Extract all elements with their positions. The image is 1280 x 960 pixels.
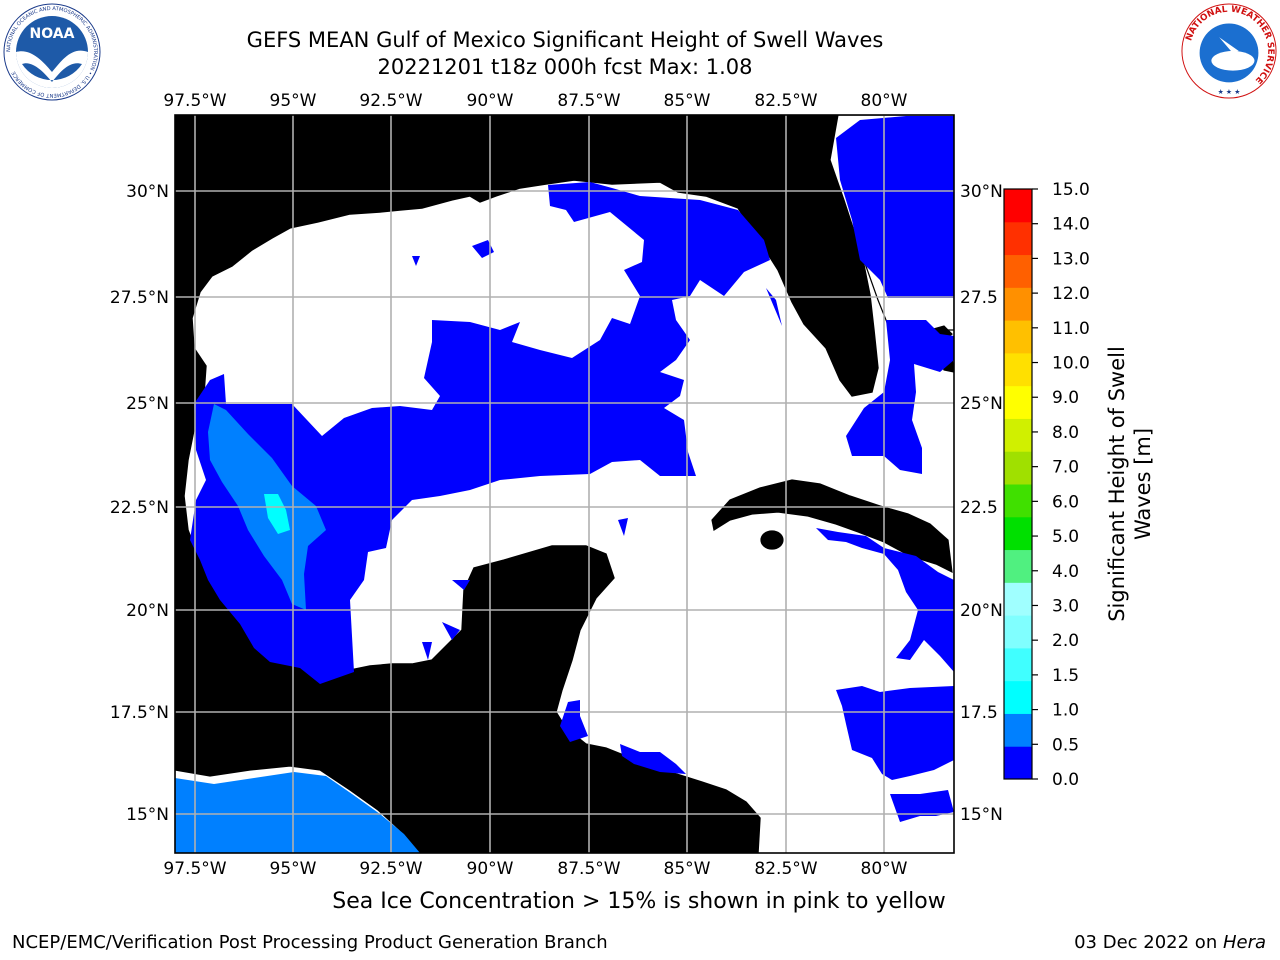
lat-label: 22.5°N — [110, 498, 169, 518]
lon-label: 87.5°W — [557, 91, 620, 111]
lat-label: 30°N — [126, 182, 169, 202]
colorbar-tick-label: 1.0 — [1052, 701, 1079, 721]
colorbar-swatch — [1004, 451, 1032, 485]
colorbar-tick-label: 13.0 — [1052, 249, 1090, 269]
colorbar-tick-label: 0.5 — [1052, 735, 1079, 755]
swell-0-0p5 — [190, 116, 954, 822]
colorbar-tick-label: 10.0 — [1052, 354, 1090, 374]
lat-label: 30°N — [960, 182, 1003, 202]
lon-label: 80°W — [861, 91, 908, 111]
land-cuba — [711, 479, 953, 574]
chart-subtitle: 20221201 t18z 000h fcst Max: 1.08 — [377, 55, 753, 79]
lon-label: 90°W — [467, 91, 514, 111]
lat-label: 25°N — [960, 394, 1003, 414]
colorbar-swatch — [1004, 549, 1032, 583]
colorbar-swatch — [1004, 615, 1032, 649]
lat-label: 22.5 — [960, 498, 998, 518]
lon-label: 95°W — [270, 91, 317, 111]
colorbar-tick-label: 8.0 — [1052, 423, 1079, 443]
colorbar — [1004, 189, 1032, 780]
lat-label: 15°N — [960, 805, 1003, 825]
footer-date-text: 03 Dec 2022 on — [1074, 932, 1223, 953]
colorbar-swatch — [1004, 320, 1032, 354]
colorbar-swatch — [1004, 516, 1032, 551]
noaa-logo: NATIONAL OCEANIC AND ATMOSPHERIC ADMINIS… — [3, 3, 101, 101]
lon-label: 92.5°W — [359, 859, 422, 879]
lat-labels-right: 30°N 27.5 25°N 22.5 20°N 17.5 15°N — [960, 182, 1003, 825]
lon-label: 82.5°W — [754, 91, 817, 111]
lat-label: 20°N — [960, 601, 1003, 621]
colorbar-swatch — [1004, 746, 1032, 780]
chart-title: GEFS MEAN Gulf of Mexico Significant Hei… — [246, 28, 884, 52]
colorbar-swatch — [1004, 221, 1032, 256]
colorbar-swatch — [1004, 680, 1032, 714]
colorbar-ticks: 0.0 0.5 1.0 1.5 2.0 3.0 4.0 5.0 6.0 7.0 8.0 9.0 10.0… — [1032, 180, 1090, 790]
colorbar-label: Significant Height of Swell Waves [m] — [1105, 346, 1155, 622]
colorbar-tick-label: 9.0 — [1052, 388, 1079, 408]
lon-label: 97.5°W — [163, 91, 226, 111]
colorbar-swatch — [1004, 287, 1032, 321]
map-gridlines — [175, 115, 954, 853]
colorbar-tick-label: 0.0 — [1052, 770, 1079, 790]
svg-text:★ ★ ★: ★ ★ ★ — [1218, 88, 1241, 96]
lat-label: 27.5 — [960, 288, 998, 308]
colorbar-tick-label: 15.0 — [1052, 180, 1090, 200]
colorbar-swatch — [1004, 713, 1032, 747]
lon-label: 87.5°W — [557, 859, 620, 879]
colorbar-tick-label: 11.0 — [1052, 319, 1090, 339]
colorbar-tick-label: 7.0 — [1052, 458, 1079, 478]
sea-ice-note: Sea Ice Concentration > 15% is shown in … — [0, 889, 1280, 914]
sea-ice-note-text: Sea Ice Concentration > 15% is shown in … — [332, 889, 946, 914]
nws-logo: NATIONAL WEATHER SERVICE ★ ★ ★ — [1181, 3, 1277, 99]
colorbar-swatch — [1004, 189, 1032, 223]
lon-label: 82.5°W — [754, 859, 817, 879]
lat-label: 17.5 — [960, 703, 998, 723]
lon-labels-bottom: 97.5°W 95°W 92.5°W 90°W 87.5°W 85°W 82.5… — [163, 859, 907, 879]
colorbar-tick-label: 5.0 — [1052, 527, 1079, 547]
lat-label: 27.5°N — [110, 288, 169, 308]
colorbar-tick-label: 14.0 — [1052, 215, 1090, 235]
colorbar-swatch — [1004, 385, 1032, 419]
colorbar-swatch — [1004, 352, 1032, 387]
colorbar-tick-label: 3.0 — [1052, 596, 1079, 616]
lat-label: 25°N — [126, 394, 169, 414]
lat-label: 20°N — [126, 601, 169, 621]
colorbar-tick-label: 4.0 — [1052, 562, 1079, 582]
colorbar-swatch — [1004, 647, 1032, 682]
lat-labels-left: 30°N 27.5°N 25°N 22.5°N 20°N 17.5°N 15°N — [110, 182, 169, 825]
colorbar-swatch — [1004, 254, 1032, 288]
colorbar-swatch — [1004, 582, 1032, 616]
lon-label: 85°W — [664, 859, 711, 879]
lon-label: 90°W — [467, 859, 514, 879]
colorbar-label-line2: Waves [m] — [1131, 428, 1155, 540]
lon-label: 95°W — [270, 859, 317, 879]
land-mainland — [175, 115, 879, 853]
land-isla-juventud — [760, 530, 784, 550]
colorbar-swatch — [1004, 484, 1032, 518]
footer-host: Hera — [1222, 932, 1266, 953]
lon-label: 97.5°W — [163, 859, 226, 879]
lon-label: 80°W — [861, 859, 908, 879]
swell-1p0-1p5 — [264, 494, 290, 534]
lon-label: 92.5°W — [359, 91, 422, 111]
lon-labels-top: 97.5°W 95°W 92.5°W 90°W 87.5°W 85°W 82.5… — [163, 91, 907, 111]
lat-label: 15°N — [126, 805, 169, 825]
lon-label: 85°W — [664, 91, 711, 111]
map-area — [175, 115, 954, 853]
colorbar-tick-label: 1.5 — [1052, 666, 1079, 686]
map-frame — [174, 114, 955, 854]
colorbar-label-line1: Significant Height of Swell — [1105, 346, 1129, 622]
footer-date: 03 Dec 2022 on Hera — [1074, 932, 1266, 953]
colorbar-tick-label: 2.0 — [1052, 631, 1079, 651]
lat-label: 17.5°N — [110, 703, 169, 723]
colorbar-tick-label: 6.0 — [1052, 492, 1079, 512]
colorbar-tick-label: 12.0 — [1052, 284, 1090, 304]
colorbar-frame — [1003, 188, 1033, 780]
footer-branch: NCEP/EMC/Verification Post Processing Pr… — [12, 932, 608, 953]
colorbar-swatch — [1004, 418, 1032, 452]
noaa-logo-text: NOAA — [30, 26, 75, 42]
